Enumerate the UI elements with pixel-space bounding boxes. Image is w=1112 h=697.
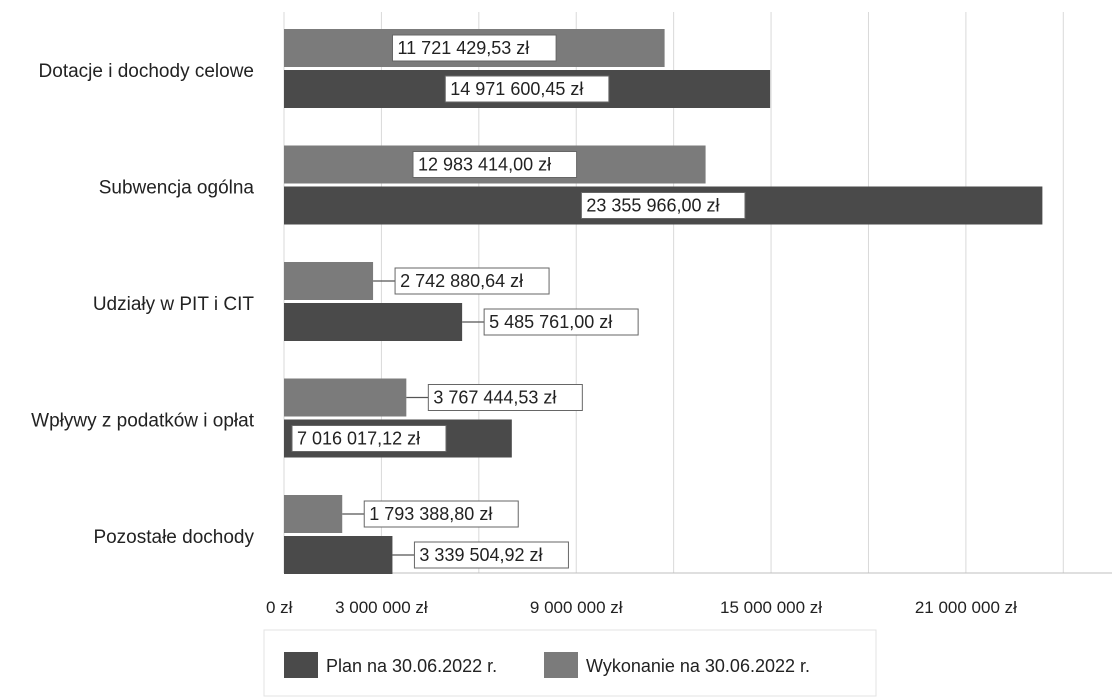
category-label: Pozostałe dochody: [93, 527, 254, 548]
category-label: Udziały w PIT i CIT: [93, 294, 255, 315]
data-label: 5 485 761,00 zł: [489, 312, 612, 332]
bar: [284, 303, 463, 341]
data-label: 2 742 880,64 zł: [400, 271, 523, 291]
category-label: Wpływy z podatków i opłat: [31, 411, 255, 432]
category-labels: Dotacje i dochody celowe Subwencja ogólna…: [31, 61, 255, 548]
category-label: Dotacje i dochody celowe: [39, 61, 254, 82]
data-label-box: [392, 34, 557, 62]
data-label: 1 793 388,80 zł: [369, 504, 492, 524]
legend-label: Wykonanie na 30.06.2022 r.: [586, 656, 810, 676]
legend: Plan na 30.06.2022 r. Wykonanie na 30.06.…: [263, 629, 877, 697]
data-label-box: [412, 151, 578, 178]
category-label: Subwencja ogólna: [99, 178, 255, 199]
data-label-box: [483, 308, 639, 336]
data-label: 7 016 017,12 zł: [297, 429, 420, 449]
data-label-box: [413, 541, 569, 569]
legend-swatch: [284, 652, 318, 678]
data-label: 14 971 600,45 zł: [450, 79, 583, 99]
x-tick-label: 9 000 000 zł: [530, 598, 623, 617]
data-label-box: [291, 425, 447, 452]
data-label-box: [427, 384, 583, 411]
bars: [284, 29, 1043, 574]
x-tick-label: 21 000 000 zł: [915, 598, 1017, 617]
x-tick-label: 15 000 000 zł: [720, 598, 822, 617]
x-tick-label: 3 000 000 zł: [335, 598, 428, 617]
x-axis-ticks: 0 zł 3 000 000 zł 9 000 000 zł 15 000 000 z…: [266, 598, 1017, 617]
data-label-box: [444, 75, 610, 103]
legend-swatch: [544, 652, 578, 678]
bar: [284, 495, 343, 533]
bar: [284, 378, 407, 417]
data-labels: 11 721 429,53 zł 12 983 414,00 zł 2 742 88…: [291, 34, 746, 569]
data-label-box: [363, 500, 519, 528]
x-tick-label: 0 zł: [266, 598, 293, 617]
data-label: 11 721 429,53 zł: [398, 38, 530, 58]
bar: [284, 536, 393, 574]
data-label-box: [580, 192, 746, 219]
data-label: 23 355 966,00 zł: [586, 196, 719, 216]
data-label: 3 339 504,92 zł: [419, 545, 542, 565]
data-label: 3 767 444,53 zł: [433, 388, 556, 408]
bar: [284, 262, 374, 300]
data-label-box: [394, 267, 550, 295]
legend-label: Plan na 30.06.2022 r.: [326, 656, 497, 676]
data-label: 12 983 414,00 zł: [418, 155, 551, 175]
